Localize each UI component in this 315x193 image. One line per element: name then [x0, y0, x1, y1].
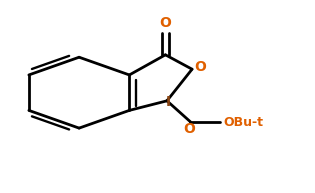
Text: O: O	[159, 16, 171, 30]
Text: I: I	[166, 95, 171, 109]
Text: O: O	[194, 60, 206, 74]
Text: OBu-t: OBu-t	[223, 116, 263, 129]
Text: O: O	[183, 122, 195, 136]
